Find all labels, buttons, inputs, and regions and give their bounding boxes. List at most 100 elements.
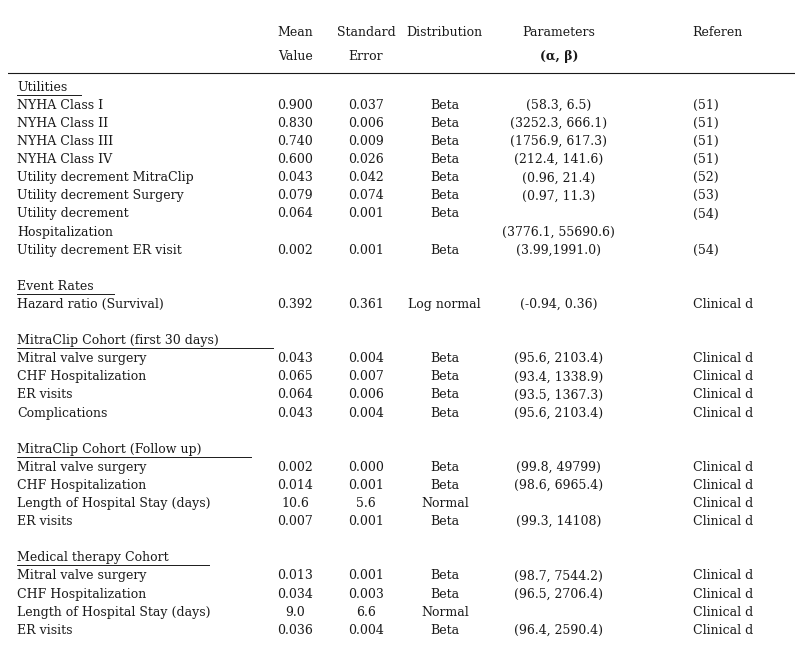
Text: Beta: Beta bbox=[430, 244, 459, 257]
Text: (51): (51) bbox=[692, 99, 718, 112]
Text: Clinical d: Clinical d bbox=[692, 515, 752, 528]
Text: Clinical d: Clinical d bbox=[692, 479, 752, 492]
Text: Utility decrement MitraClip: Utility decrement MitraClip bbox=[18, 171, 194, 184]
Text: 0.830: 0.830 bbox=[277, 117, 313, 130]
Text: (58.3, 6.5): (58.3, 6.5) bbox=[525, 99, 591, 112]
Text: 0.740: 0.740 bbox=[277, 135, 313, 148]
Text: Standard: Standard bbox=[336, 25, 395, 38]
Text: Clinical d: Clinical d bbox=[692, 461, 752, 474]
Text: 0.009: 0.009 bbox=[348, 135, 383, 148]
Text: Normal: Normal bbox=[420, 606, 468, 619]
Text: CHF Hospitalization: CHF Hospitalization bbox=[18, 479, 147, 492]
Text: Error: Error bbox=[348, 50, 383, 63]
Text: 5.6: 5.6 bbox=[356, 497, 375, 510]
Text: Beta: Beta bbox=[430, 479, 459, 492]
Text: Medical therapy Cohort: Medical therapy Cohort bbox=[18, 551, 169, 564]
Text: Beta: Beta bbox=[430, 406, 459, 419]
Text: 0.003: 0.003 bbox=[348, 588, 383, 601]
Text: (-0.94, 0.36): (-0.94, 0.36) bbox=[520, 298, 597, 311]
Text: Hospitalization: Hospitalization bbox=[18, 226, 113, 238]
Text: 0.001: 0.001 bbox=[348, 479, 383, 492]
Text: NYHA Class II: NYHA Class II bbox=[18, 117, 108, 130]
Text: Clinical d: Clinical d bbox=[692, 624, 752, 637]
Text: (53): (53) bbox=[692, 189, 718, 202]
Text: 0.001: 0.001 bbox=[348, 570, 383, 583]
Text: Beta: Beta bbox=[430, 135, 459, 148]
Text: Clinical d: Clinical d bbox=[692, 298, 752, 311]
Text: Beta: Beta bbox=[430, 570, 459, 583]
Text: Beta: Beta bbox=[430, 117, 459, 130]
Text: (54): (54) bbox=[692, 244, 718, 257]
Text: 0.036: 0.036 bbox=[277, 624, 313, 637]
Text: Event Rates: Event Rates bbox=[18, 280, 94, 293]
Text: 0.064: 0.064 bbox=[277, 207, 313, 220]
Text: Beta: Beta bbox=[430, 588, 459, 601]
Text: Utility decrement: Utility decrement bbox=[18, 207, 129, 220]
Text: Beta: Beta bbox=[430, 99, 459, 112]
Text: NYHA Class III: NYHA Class III bbox=[18, 135, 113, 148]
Text: Clinical d: Clinical d bbox=[692, 406, 752, 419]
Text: 0.004: 0.004 bbox=[348, 406, 383, 419]
Text: 0.004: 0.004 bbox=[348, 353, 383, 365]
Text: (51): (51) bbox=[692, 153, 718, 166]
Text: (99.3, 14108): (99.3, 14108) bbox=[516, 515, 601, 528]
Text: (93.4, 1338.9): (93.4, 1338.9) bbox=[513, 371, 603, 384]
Text: Value: Value bbox=[277, 50, 312, 63]
Text: Beta: Beta bbox=[430, 388, 459, 402]
Text: (54): (54) bbox=[692, 207, 718, 220]
Text: 0.026: 0.026 bbox=[348, 153, 383, 166]
Text: 0.000: 0.000 bbox=[348, 461, 383, 474]
Text: (α, β): (α, β) bbox=[539, 50, 577, 63]
Text: 0.034: 0.034 bbox=[277, 588, 313, 601]
Text: Mitral valve surgery: Mitral valve surgery bbox=[18, 570, 147, 583]
Text: (1756.9, 617.3): (1756.9, 617.3) bbox=[510, 135, 606, 148]
Text: 0.042: 0.042 bbox=[348, 171, 383, 184]
Text: 0.043: 0.043 bbox=[277, 171, 313, 184]
Text: (93.5, 1367.3): (93.5, 1367.3) bbox=[514, 388, 602, 402]
Text: (3.99,1991.0): (3.99,1991.0) bbox=[516, 244, 601, 257]
Text: 0.001: 0.001 bbox=[348, 207, 383, 220]
Text: 0.014: 0.014 bbox=[277, 479, 313, 492]
Text: Mitral valve surgery: Mitral valve surgery bbox=[18, 353, 147, 365]
Text: Hazard ratio (Survival): Hazard ratio (Survival) bbox=[18, 298, 164, 311]
Text: Utilities: Utilities bbox=[18, 81, 67, 94]
Text: Beta: Beta bbox=[430, 461, 459, 474]
Text: NYHA Class IV: NYHA Class IV bbox=[18, 153, 112, 166]
Text: 0.002: 0.002 bbox=[277, 244, 313, 257]
Text: MitraClip Cohort (Follow up): MitraClip Cohort (Follow up) bbox=[18, 443, 202, 456]
Text: Clinical d: Clinical d bbox=[692, 588, 752, 601]
Text: 9.0: 9.0 bbox=[285, 606, 305, 619]
Text: Complications: Complications bbox=[18, 406, 107, 419]
Text: (99.8, 49799): (99.8, 49799) bbox=[516, 461, 601, 474]
Text: (51): (51) bbox=[692, 135, 718, 148]
Text: 0.064: 0.064 bbox=[277, 388, 313, 402]
Text: 0.001: 0.001 bbox=[348, 244, 383, 257]
Text: Length of Hospital Stay (days): Length of Hospital Stay (days) bbox=[18, 606, 211, 619]
Text: CHF Hospitalization: CHF Hospitalization bbox=[18, 371, 147, 384]
Text: MitraClip Cohort (first 30 days): MitraClip Cohort (first 30 days) bbox=[18, 334, 219, 347]
Text: (95.6, 2103.4): (95.6, 2103.4) bbox=[514, 353, 602, 365]
Text: Beta: Beta bbox=[430, 153, 459, 166]
Text: Clinical d: Clinical d bbox=[692, 570, 752, 583]
Text: 0.043: 0.043 bbox=[277, 353, 313, 365]
Text: (96.5, 2706.4): (96.5, 2706.4) bbox=[514, 588, 602, 601]
Text: Beta: Beta bbox=[430, 207, 459, 220]
Text: 0.900: 0.900 bbox=[277, 99, 313, 112]
Text: Beta: Beta bbox=[430, 515, 459, 528]
Text: Referen: Referen bbox=[692, 25, 742, 38]
Text: 0.013: 0.013 bbox=[277, 570, 313, 583]
Text: Utility decrement ER visit: Utility decrement ER visit bbox=[18, 244, 182, 257]
Text: ER visits: ER visits bbox=[18, 388, 73, 402]
Text: Beta: Beta bbox=[430, 189, 459, 202]
Text: 0.002: 0.002 bbox=[277, 461, 313, 474]
Text: 0.074: 0.074 bbox=[348, 189, 383, 202]
Text: (0.96, 21.4): (0.96, 21.4) bbox=[521, 171, 595, 184]
Text: 0.004: 0.004 bbox=[348, 624, 383, 637]
Text: Clinical d: Clinical d bbox=[692, 388, 752, 402]
Text: Clinical d: Clinical d bbox=[692, 606, 752, 619]
Text: Beta: Beta bbox=[430, 624, 459, 637]
Text: NYHA Class I: NYHA Class I bbox=[18, 99, 103, 112]
Text: 0.006: 0.006 bbox=[348, 117, 383, 130]
Text: 0.043: 0.043 bbox=[277, 406, 313, 419]
Text: 0.600: 0.600 bbox=[277, 153, 313, 166]
